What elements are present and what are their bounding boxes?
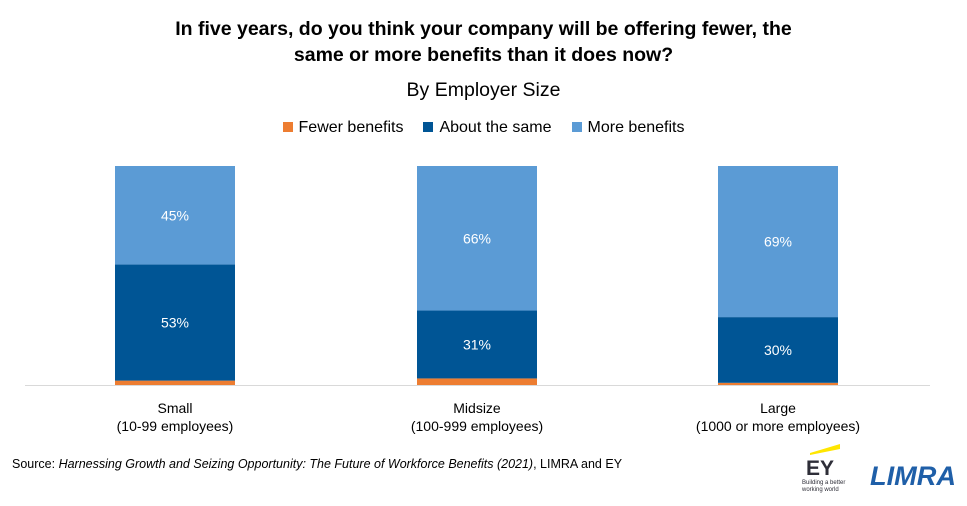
bar-0-0 (115, 380, 235, 385)
category-label-1-0: Midsize (453, 400, 501, 416)
bar-1-0 (417, 378, 537, 385)
bar-1-2 (417, 166, 537, 311)
data-label-2-2: 69% (764, 234, 792, 250)
chart-title: In five years, do you think your company… (0, 16, 967, 68)
stacked-bar-chart: 53% 45% Small (10-99 employees) 31% 66% Midsiz… (25, 166, 930, 434)
source-suffix: , LIMRA and EY (533, 457, 623, 471)
legend-item-2: More benefits (571, 119, 685, 137)
legend-label-2: More benefits (587, 119, 685, 136)
data-label-0-2: 45% (161, 207, 189, 223)
legend-label-1: About the same (439, 119, 552, 136)
legend-swatch-1 (423, 121, 434, 132)
ey-logo: EY Building a better working world (801, 444, 845, 493)
bar-0-2 (115, 166, 235, 265)
chart-legend: Fewer benefits About the same More benefit… (0, 119, 967, 137)
legend-label-0: Fewer benefits (298, 119, 404, 136)
limra-logo-text: LIMRA (870, 461, 956, 491)
limra-logo: LIMRA (870, 461, 956, 491)
legend-item-1: About the same (423, 119, 552, 137)
bar-2-2 (718, 166, 838, 318)
legend-item-0: Fewer benefits (282, 119, 404, 137)
legend-swatch-0 (282, 121, 293, 132)
bar-1-1 (417, 310, 537, 379)
ey-logo-text: EY (806, 457, 834, 480)
data-label-1-2: 66% (463, 230, 491, 246)
bar-2-0 (718, 382, 838, 385)
source-prefix: Source: (12, 457, 59, 471)
chart-title-line-2: same or more benefits than it does now? (293, 44, 674, 66)
source-note: Source: Harnessing Growth and Seizing Op… (12, 457, 622, 471)
data-label-2-1: 30% (764, 342, 792, 358)
category-label-0-0: Small (157, 400, 192, 416)
legend-swatch-2 (571, 121, 582, 132)
category-label-2-1: (1000 or more employees) (696, 418, 860, 434)
bar-2-1 (718, 317, 838, 383)
category-label-1-1: (100-999 employees) (411, 418, 543, 434)
chart-subtitle: By Employer Size (406, 79, 561, 101)
ey-logo-tagline-2: working world (801, 487, 839, 493)
ey-logo-tagline-1: Building a better (802, 480, 845, 486)
data-label-0-1: 53% (161, 315, 189, 331)
bar-0-1 (115, 264, 235, 381)
category-label-2-0: Large (760, 400, 796, 416)
ey-logo-beam (810, 444, 840, 455)
source-title: Harnessing Growth and Seizing Opportunit… (58, 457, 534, 471)
chart-title-line-1: In five years, do you think your company… (175, 18, 792, 40)
category-label-0-1: (10-99 employees) (117, 418, 234, 434)
data-label-1-1: 31% (463, 336, 491, 352)
